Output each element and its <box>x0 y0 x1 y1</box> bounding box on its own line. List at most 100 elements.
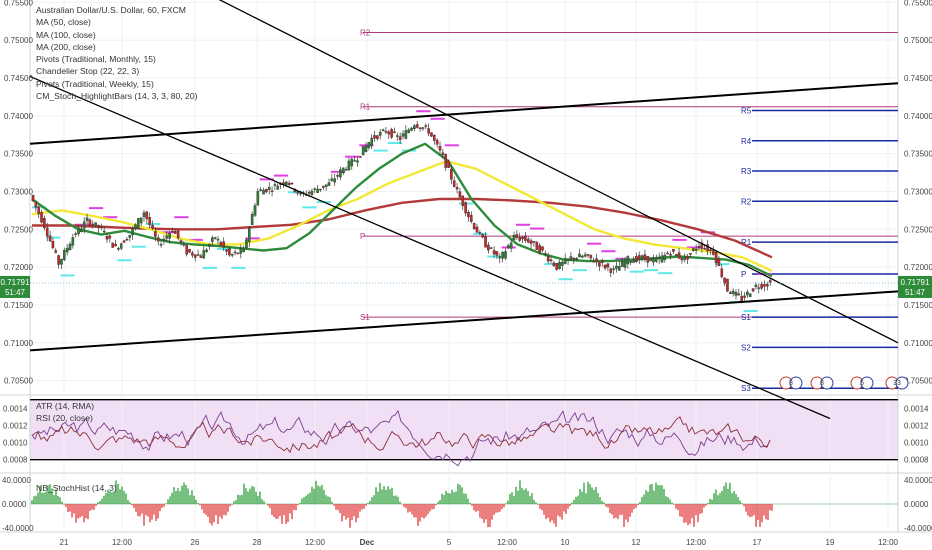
stoch-label[interactable]: NB_StochHist (14, 3) <box>36 483 117 493</box>
candle-body <box>546 256 550 262</box>
candle-body <box>427 128 430 134</box>
price-tick-label-left: 0.75500 <box>4 0 33 7</box>
candle-body <box>498 256 502 259</box>
candle-body <box>319 188 322 191</box>
legend-symbol[interactable]: Australian Dollar/U.S. Dollar, 60, FXCM <box>36 5 186 15</box>
candle-body <box>609 268 613 273</box>
legend-ma100[interactable]: MA (100, close) <box>36 29 96 40</box>
candle-body <box>74 233 77 235</box>
candle-body <box>142 212 146 218</box>
candle-body <box>111 242 114 248</box>
price-tick-label-left: 0.74500 <box>4 74 33 83</box>
candle-body <box>555 263 558 270</box>
candle-body <box>748 293 752 297</box>
time-tick-label: 12:00 <box>878 538 899 547</box>
candle-body <box>692 248 695 251</box>
candle-body <box>455 187 459 190</box>
candle-body <box>179 240 183 243</box>
candle-body <box>37 206 40 215</box>
stoch-tick-label-left: 40.0000 <box>2 476 31 485</box>
candle-body <box>703 248 706 250</box>
candle-body <box>623 261 627 268</box>
legend-ma50[interactable]: MA (50, close) <box>36 17 91 28</box>
candle-body <box>626 256 630 265</box>
atr-line <box>31 416 771 454</box>
atr-tick-label-right: 0.0008 <box>904 456 929 465</box>
candle-body <box>359 156 362 158</box>
candle-body <box>205 249 208 252</box>
event-flag-icon <box>820 376 834 390</box>
candle-body <box>583 254 587 257</box>
candle-body <box>373 135 376 139</box>
candle-body <box>768 280 772 283</box>
candle-body <box>714 251 718 264</box>
candle-body <box>250 214 254 225</box>
candle-body <box>230 254 234 256</box>
rsi-label[interactable]: RSI (20, close) <box>36 413 93 423</box>
candle-body <box>290 182 294 185</box>
candle-body <box>726 278 729 292</box>
candle-body <box>754 284 758 288</box>
monthly-pivot-label: R2 <box>360 29 371 38</box>
candle-body <box>515 234 519 238</box>
candle-body <box>233 251 237 254</box>
candle-body <box>487 244 490 251</box>
price-tick-label-left: 0.72000 <box>4 263 33 272</box>
candle-body <box>114 243 117 247</box>
weekly-pivot-label: R3 <box>741 167 752 176</box>
legend-cm-stoch[interactable]: CM_Stoch_HighlightBars (14, 3, 3, 80, 20… <box>36 91 198 102</box>
candle-body <box>595 258 598 263</box>
candle-body <box>674 254 678 257</box>
candle-body <box>324 184 328 187</box>
candle-body <box>316 188 319 193</box>
monthly-pivot-label: S1 <box>360 313 370 322</box>
candle-body <box>259 189 262 192</box>
candle-body <box>740 295 743 302</box>
legend-chandelier[interactable]: Chandelier Stop (22, 22, 3) <box>36 66 140 77</box>
candle-body <box>148 217 151 226</box>
candle-body <box>458 191 462 198</box>
candle-body <box>381 129 385 131</box>
trendline <box>29 75 831 420</box>
candle-body <box>105 236 109 240</box>
atr-label[interactable]: ATR (14, RMA) <box>36 401 95 411</box>
candle-body <box>137 218 140 229</box>
price-tick-label-right: 0.71500 <box>904 301 932 310</box>
legend-pivots-monthly[interactable]: Pivots (Traditional, Monthly, 15) <box>36 54 156 65</box>
candle-body <box>470 215 473 222</box>
candle-body <box>339 169 342 178</box>
candle-body <box>282 182 285 185</box>
legend-ma200[interactable]: MA (200, close) <box>36 41 96 52</box>
trendline <box>29 82 899 145</box>
time-tick-label: 12:00 <box>497 538 518 547</box>
candle-body <box>600 260 604 263</box>
candle-body <box>60 258 63 265</box>
candle-body <box>723 277 726 284</box>
candle-body <box>154 231 157 237</box>
candle-body <box>361 146 365 156</box>
candle-body <box>666 252 669 255</box>
candle-body <box>378 131 382 136</box>
candle-body <box>211 237 214 242</box>
candle-body <box>475 226 479 233</box>
candle-body <box>606 263 610 268</box>
candle-body <box>102 230 106 233</box>
event-icons: 3 8 5 33 <box>779 376 909 390</box>
price-tick-label-left: 0.71000 <box>4 339 33 348</box>
candle-body <box>538 245 541 254</box>
candle-body <box>464 202 467 214</box>
candle-body <box>122 240 126 243</box>
atr-tick-label-left: 0.0008 <box>3 456 28 465</box>
candle-body <box>82 221 86 229</box>
candle-body <box>171 231 174 233</box>
weekly-pivot-label: S2 <box>741 343 751 352</box>
candle-body <box>697 246 701 248</box>
candle-body <box>646 256 650 263</box>
legend-pivots-weekly[interactable]: Pivots (Traditional, Weekly, 15) <box>36 78 154 89</box>
candle-body <box>415 124 419 128</box>
candle-body <box>134 224 137 229</box>
candle-body <box>91 223 95 226</box>
last-price-marker <box>0 275 30 298</box>
